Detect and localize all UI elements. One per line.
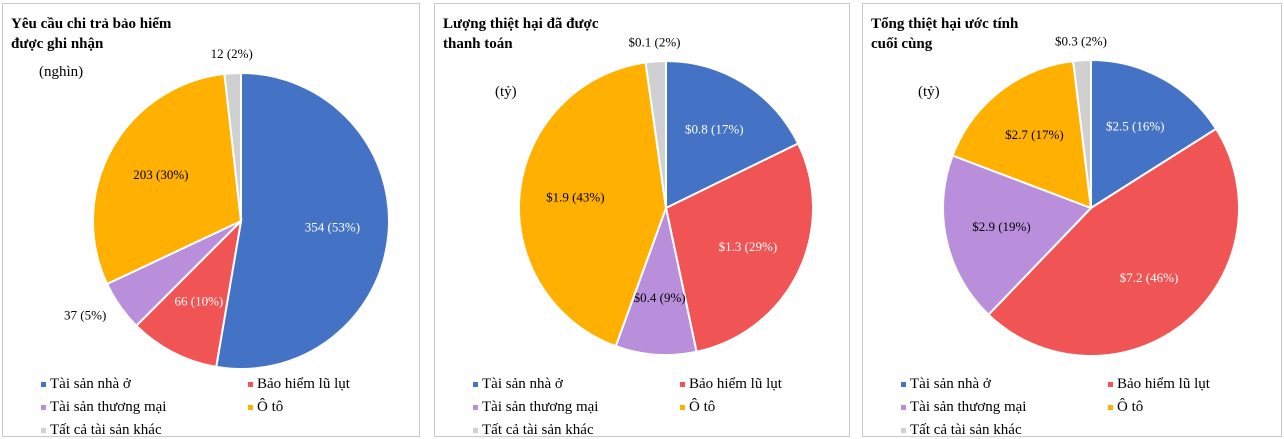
legend-item: Tài sản nhà ở <box>41 376 131 393</box>
legend-item: Tài sản thương mại <box>41 399 166 416</box>
legend-swatch <box>1108 382 1113 388</box>
legend-item: Tài sản nhà ở <box>473 376 563 393</box>
data-label: $0.1 (2%) <box>628 34 680 49</box>
chart-subtitle: (tỷ) <box>495 84 517 100</box>
data-label: 66 (10%) <box>175 294 224 309</box>
legend-swatch <box>680 382 685 388</box>
chart-title: Yêu cầu chi trả bảo hiểm được ghi nhận <box>11 16 172 52</box>
data-label: $2.7 (17%) <box>1005 127 1064 142</box>
chart-panel: 354 (53%) 66 (10%) 37 (5%) 203 (30%) 12 (2%)… <box>2 3 420 439</box>
legend-item: Bảo hiểm lũ lụt <box>680 376 782 393</box>
data-label: $2.9 (19%) <box>972 219 1030 234</box>
chart-title: Tổng thiệt hại ước tính cuối cùng <box>871 16 1019 52</box>
legend-swatch <box>473 405 478 411</box>
pie-slice <box>92 72 243 286</box>
chart-subtitle: (tỷ) <box>918 84 940 100</box>
legend-item: Tất cả tài sản khác <box>473 422 594 439</box>
data-label: 354 (53%) <box>305 220 360 235</box>
legend-label: Tất cả tài sản khác <box>50 422 162 438</box>
data-label: $0.3 (2%) <box>1055 33 1107 48</box>
legend-item: Bảo hiểm lũ lụt <box>248 376 350 393</box>
legend-swatch <box>1108 405 1113 411</box>
legend-label: Tài sản nhà ở <box>910 376 991 392</box>
legend-label: Bảo hiểm lũ lụt <box>1117 376 1210 392</box>
data-label: 203 (30%) <box>133 167 188 182</box>
pie-slice <box>223 71 242 222</box>
pie-chart: $2.5 (16%) $7.2 (46%) $2.9 (19%) $2.7 (17%)… <box>942 33 1240 357</box>
legend-label: Ô tô <box>257 399 284 415</box>
legend-swatch <box>248 405 253 411</box>
legend-label: Tất cả tài sản khác <box>482 422 594 438</box>
legend-swatch <box>901 405 906 411</box>
data-label: $1.9 (43%) <box>546 189 605 204</box>
pie-slice <box>942 154 1093 317</box>
pie-slice <box>1072 58 1092 209</box>
pie-slice <box>665 59 800 210</box>
legend-swatch <box>41 382 46 388</box>
data-label: $1.3 (29%) <box>719 239 778 254</box>
data-label: $2.5 (16%) <box>1106 119 1165 134</box>
chart-panel: $0.8 (17%) $1.3 (29%) $0.4 (9%) $1.9 (43%) $… <box>434 3 850 439</box>
data-label: $0.4 (9%) <box>634 290 686 305</box>
data-label: 37 (5%) <box>64 307 106 322</box>
legend-swatch <box>473 382 478 388</box>
pie-slice <box>1090 58 1218 210</box>
legend-item: Ô tô <box>248 399 283 416</box>
legend-item: Ô tô <box>1108 399 1143 416</box>
pie-slice <box>664 142 814 353</box>
legend-label: Tài sản nhà ở <box>50 376 131 392</box>
chart-panel: $2.5 (16%) $7.2 (46%) $2.9 (19%) $2.7 (17%)… <box>862 3 1282 439</box>
legend-label: Ô tô <box>1117 399 1144 415</box>
legend-label: Ô tô <box>689 399 716 415</box>
pie-slice <box>614 204 698 356</box>
legend-item: Tất cả tài sản khác <box>901 422 1022 439</box>
legend-item: Tất cả tài sản khác <box>41 422 162 439</box>
data-label: $0.8 (17%) <box>685 122 744 137</box>
legend-label: Tài sản nhà ở <box>482 376 563 392</box>
legend-swatch <box>901 428 906 434</box>
legend-swatch <box>680 405 685 411</box>
pie-slice <box>518 61 668 348</box>
pie-slice <box>215 71 390 370</box>
legend-item: Tài sản thương mại <box>901 399 1026 416</box>
legend-item: Ô tô <box>680 399 715 416</box>
data-label: $7.2 (46%) <box>1120 270 1179 285</box>
pie-slice <box>987 127 1240 357</box>
legend-item: Tài sản nhà ở <box>901 376 991 393</box>
legend-label: Tài sản thương mại <box>482 399 599 415</box>
legend-item: Tài sản thương mại <box>473 399 598 416</box>
chart-subtitle: (nghìn) <box>39 64 84 80</box>
legend-label: Tài sản thương mại <box>910 399 1027 415</box>
legend-label: Tất cả tài sản khác <box>910 422 1022 438</box>
pie-slice <box>951 59 1093 210</box>
legend-swatch <box>248 382 253 388</box>
legend-swatch <box>901 382 906 388</box>
legend-swatch <box>41 428 46 434</box>
legend-swatch <box>41 405 46 411</box>
legend-label: Bảo hiểm lũ lụt <box>689 376 782 392</box>
pie-slice <box>134 218 243 369</box>
pie-chart: 354 (53%) 66 (10%) 37 (5%) 203 (30%) 12 (2%) <box>64 46 390 370</box>
legend-label: Bảo hiểm lũ lụt <box>257 376 350 392</box>
chart-title: Lượng thiệt hại đã được thanh toán <box>443 16 599 52</box>
pie-chart: $0.8 (17%) $1.3 (29%) $0.4 (9%) $1.9 (43%) $… <box>518 34 814 356</box>
legend-item: Bảo hiểm lũ lụt <box>1108 376 1210 393</box>
pie-slice <box>644 59 667 209</box>
legend-label: Tài sản thương mại <box>50 399 167 415</box>
legend-swatch <box>473 428 478 434</box>
data-label: 12 (2%) <box>211 46 253 61</box>
